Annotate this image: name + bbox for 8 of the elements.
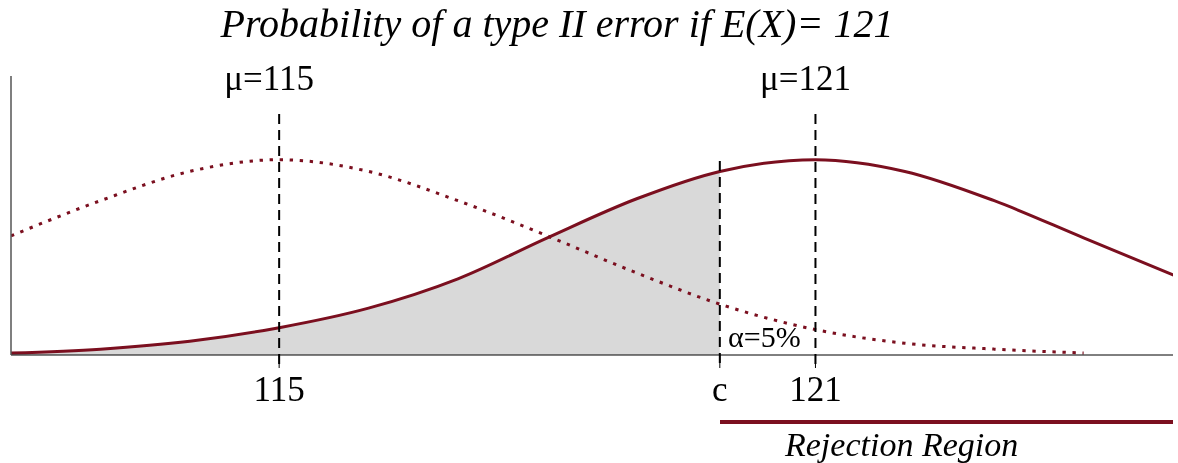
chart-title: Probability of a type II error if E(X)= 121	[219, 1, 895, 47]
ref-line-label: μ=121	[759, 59, 851, 98]
x-tick-label: c	[712, 369, 728, 409]
ref-line-label: μ=115	[224, 59, 315, 98]
x-tick-label: 115	[253, 369, 305, 409]
annotation: α=5%	[728, 320, 801, 354]
x-tick-label: 121	[789, 369, 842, 409]
text: Rejection Region	[785, 426, 1019, 463]
